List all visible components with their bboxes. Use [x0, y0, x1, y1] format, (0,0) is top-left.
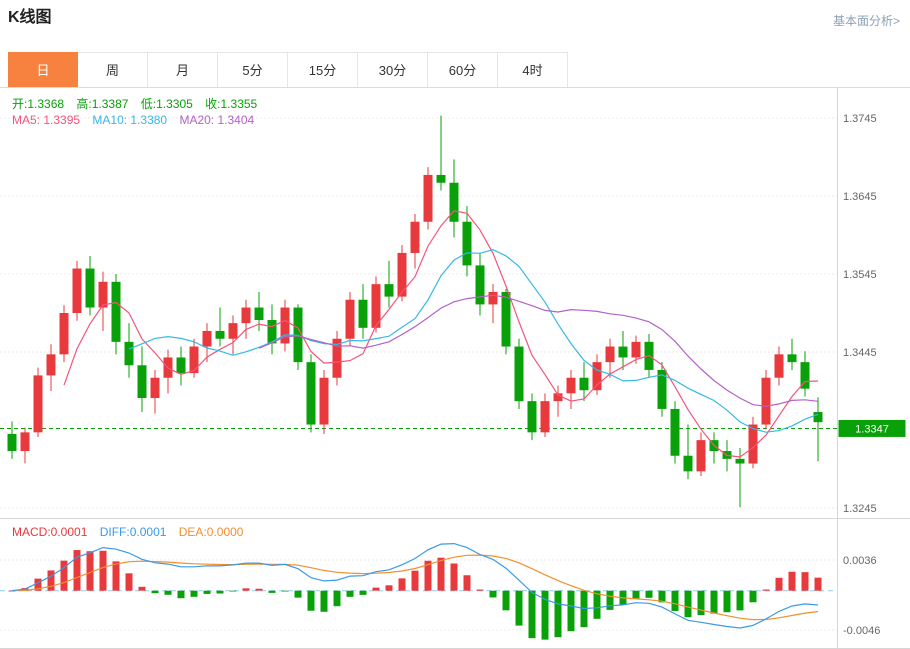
svg-text:0.0036: 0.0036 — [843, 555, 877, 567]
tab-day[interactable]: 日 — [8, 52, 78, 87]
fundamental-analysis-link[interactable]: 基本面分析> — [832, 14, 900, 28]
svg-text:1.3545: 1.3545 — [843, 269, 877, 281]
svg-text:1.3245: 1.3245 — [843, 503, 877, 515]
svg-text:1.3445: 1.3445 — [843, 347, 877, 359]
tab-60min[interactable]: 60分 — [428, 52, 498, 87]
svg-text:1.3347: 1.3347 — [855, 423, 889, 435]
svg-text:-0.0046: -0.0046 — [843, 625, 880, 637]
chart-area: 1.3745 1.3645 1.3545 1.3445 1.3245 0.0036 -0.0… — [0, 88, 910, 649]
tab-30min[interactable]: 30分 — [358, 52, 428, 87]
svg-text:1.3645: 1.3645 — [843, 191, 877, 203]
tab-5min[interactable]: 5分 — [218, 52, 288, 87]
kline-chart-canvas[interactable]: 1.3745 1.3645 1.3545 1.3445 1.3245 0.0036 -0.0… — [0, 88, 910, 649]
page-title: K线图 — [8, 9, 52, 26]
tab-month[interactable]: 月 — [148, 52, 218, 87]
svg-text:1.3745: 1.3745 — [843, 113, 877, 125]
tab-15min[interactable]: 15分 — [288, 52, 358, 87]
header: K线图 基本面分析> — [0, 0, 910, 52]
tab-4hour[interactable]: 4时 — [498, 52, 568, 87]
period-tabs: 日 周 月 5分 15分 30分 60分 4时 — [0, 52, 910, 88]
tab-week[interactable]: 周 — [78, 52, 148, 87]
